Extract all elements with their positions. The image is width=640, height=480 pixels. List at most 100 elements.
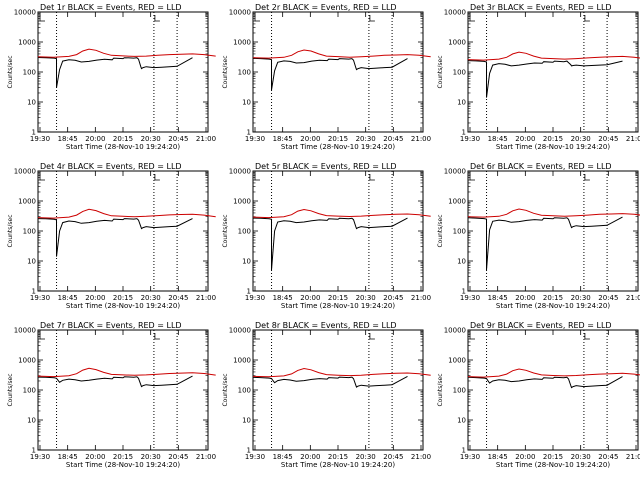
corner-flag — [254, 333, 260, 340]
x-axis: 19:30 18:45 20:00 20:15 20:30 20:45 21:00 — [30, 12, 216, 143]
corner-flag — [584, 174, 590, 181]
x-tick-label: 20:15 — [328, 294, 348, 302]
y-tick-label: 10 — [27, 258, 36, 266]
y-tick-label: 100 — [453, 387, 466, 395]
y-tick-label: 1 — [247, 447, 251, 455]
x-tick-label: 20:45 — [598, 294, 618, 302]
x-tick-label: 21:00 — [626, 294, 640, 302]
panel-title: Det 9r BLACK = Events, RED = LLD — [470, 321, 612, 330]
x-tick-label: 20:00 — [85, 294, 105, 302]
y-tick-label: 10000 — [444, 168, 466, 176]
x-tick-label: 20:30 — [141, 453, 161, 461]
plot-frame — [467, 11, 639, 133]
x-tick-label: 20:30 — [356, 294, 376, 302]
lld-rate-line — [467, 51, 640, 61]
panel-title: Det 4r BLACK = Events, RED = LLD — [40, 162, 182, 171]
corner-flag — [254, 15, 260, 22]
x-tick-label: 21:00 — [196, 453, 216, 461]
x-tick-label: 20:30 — [356, 453, 376, 461]
corner-flag — [584, 15, 590, 22]
x-tick-label: 20:15 — [113, 294, 133, 302]
panel-title: Det 1r BLACK = Events, RED = LLD — [40, 3, 182, 12]
y-axis-label: Counts/sec — [7, 214, 14, 247]
x-axis-label: Start Time (28-Nov-10 19:24:20) — [66, 302, 180, 310]
x-axis: 19:30 18:45 20:00 20:15 20:30 20:45 21:00 — [30, 330, 216, 461]
x-tick-label: 18:45 — [273, 453, 293, 461]
x-tick-label: 18:45 — [273, 135, 293, 143]
detector-panel: Det 6r BLACK = Events, RED = LLD 1 10 100 10… — [437, 162, 640, 310]
y-tick-label: 1000 — [448, 198, 466, 206]
plot-frame — [467, 329, 639, 451]
events-rate-line — [252, 57, 408, 91]
y-tick-label: 100 — [238, 69, 251, 77]
corner-flag — [469, 15, 475, 22]
x-tick-label: 20:45 — [383, 135, 403, 143]
x-tick-label: 20:00 — [515, 453, 535, 461]
x-tick-label: 20:45 — [168, 135, 188, 143]
events-rate-line — [252, 375, 408, 388]
x-axis-label: Start Time (28-Nov-10 19:24:20) — [66, 461, 180, 469]
y-tick-label: 100 — [453, 228, 466, 236]
y-tick-label: 1 — [32, 288, 36, 296]
y-axis: 1 10 100 1000 10000 — [444, 327, 638, 455]
y-axis: 1 10 100 1000 10000 — [444, 9, 638, 137]
y-axis-label: Counts/sec — [222, 214, 229, 247]
events-rate-line — [467, 376, 623, 389]
events-rate-line — [37, 57, 193, 88]
x-tick-label: 20:30 — [141, 294, 161, 302]
x-tick-label: 20:00 — [85, 453, 105, 461]
events-rate-line — [37, 218, 193, 257]
y-tick-label: 1 — [462, 288, 466, 296]
x-tick-label: 19:30 — [460, 453, 480, 461]
x-tick-label: 21:00 — [411, 294, 431, 302]
corner-flag — [469, 174, 475, 181]
y-axis-label: Counts/sec — [437, 55, 444, 88]
lld-rate-line — [37, 48, 216, 58]
x-tick-label: 20:45 — [598, 135, 618, 143]
detector-panel: Det 4r BLACK = Events, RED = LLD 1 10 100 10… — [7, 162, 216, 310]
x-tick-label: 18:45 — [488, 294, 508, 302]
events-rate-line — [467, 216, 623, 271]
y-axis: 1 10 100 1000 10000 — [229, 168, 423, 296]
plot-frame — [37, 329, 209, 451]
y-axis-label: Counts/sec — [222, 373, 229, 406]
x-tick-label: 21:00 — [411, 135, 431, 143]
x-tick-label: 21:00 — [411, 453, 431, 461]
y-axis-label: Counts/sec — [437, 373, 444, 406]
detector-panel: Det 7r BLACK = Events, RED = LLD 1 10 100 10… — [7, 321, 216, 469]
lld-rate-line — [252, 367, 431, 378]
y-axis: 1 10 100 1000 10000 — [14, 9, 208, 137]
x-tick-label: 21:00 — [626, 453, 640, 461]
x-tick-label: 20:45 — [383, 294, 403, 302]
x-tick-label: 20:00 — [300, 135, 320, 143]
x-tick-label: 18:45 — [58, 135, 78, 143]
plot-frame — [252, 11, 424, 133]
plot-frame — [37, 11, 209, 133]
x-tick-label: 19:30 — [245, 135, 265, 143]
events-rate-line — [37, 375, 193, 388]
x-tick-label: 20:45 — [168, 453, 188, 461]
y-tick-label: 1000 — [448, 357, 466, 365]
panel-title: Det 6r BLACK = Events, RED = LLD — [470, 162, 612, 171]
corner-flag — [154, 333, 160, 340]
y-tick-label: 1000 — [233, 357, 251, 365]
lld-rate-line — [252, 208, 431, 219]
x-tick-label: 19:30 — [30, 294, 50, 302]
x-axis: 19:30 18:45 20:00 20:15 20:30 20:45 21:00 — [460, 171, 640, 302]
x-tick-label: 20:30 — [571, 453, 591, 461]
detector-panel: Det 1r BLACK = Events, RED = LLD 1 10 100 10… — [7, 3, 216, 151]
y-tick-label: 1 — [247, 288, 251, 296]
x-tick-label: 20:30 — [356, 135, 376, 143]
x-tick-label: 18:45 — [58, 294, 78, 302]
x-tick-label: 18:45 — [58, 453, 78, 461]
x-tick-label: 20:00 — [515, 294, 535, 302]
x-tick-label: 20:00 — [515, 135, 535, 143]
x-tick-label: 19:30 — [460, 294, 480, 302]
x-tick-label: 20:00 — [300, 294, 320, 302]
lld-rate-line — [37, 208, 216, 219]
events-rate-line — [467, 60, 623, 98]
corner-flag — [39, 15, 45, 22]
y-tick-label: 1 — [462, 129, 466, 137]
x-axis: 19:30 18:45 20:00 20:15 20:30 20:45 21:00 — [245, 330, 431, 461]
x-axis-label: Start Time (28-Nov-10 19:24:20) — [281, 302, 395, 310]
